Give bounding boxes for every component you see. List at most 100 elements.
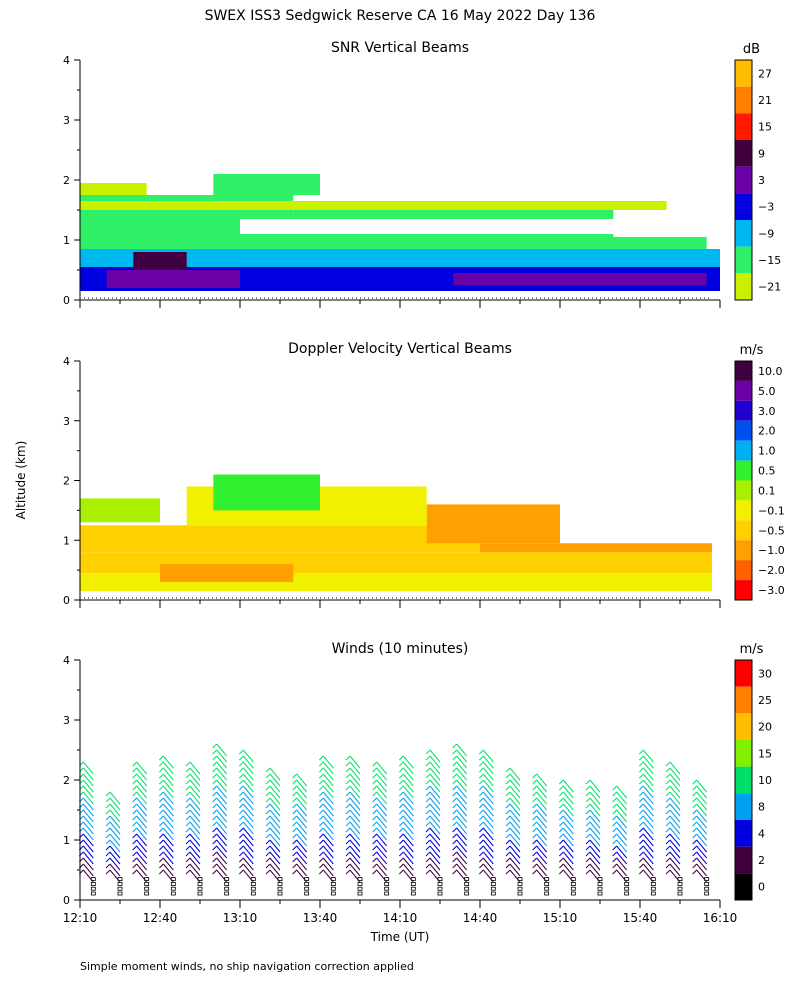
wind-barb	[402, 809, 414, 823]
wind-barb	[136, 869, 148, 883]
wind-barb-flag	[585, 779, 591, 785]
ground-marker	[224, 891, 230, 896]
wind-barb	[242, 821, 254, 835]
colorbar-segment	[735, 713, 752, 740]
wind-barb	[456, 827, 468, 841]
wind-barb-flag	[665, 851, 671, 857]
wind-barb-flag	[212, 857, 218, 863]
colorbar-label: 5.0	[758, 385, 776, 398]
wind-barb	[136, 797, 148, 811]
wind-barb-flag	[265, 833, 271, 839]
wind-barb-flag	[612, 821, 618, 827]
wind-barb-flag	[478, 863, 484, 869]
wind-barb	[482, 839, 494, 853]
wind-barb-flag	[692, 851, 698, 857]
wind-barb	[189, 815, 201, 829]
wind-barb	[509, 845, 521, 859]
wind-barb-flag	[425, 779, 431, 785]
wind-barb-flag	[292, 833, 298, 839]
wind-barb	[189, 809, 201, 823]
wind-barb	[82, 869, 94, 883]
wind-barb-flag	[558, 851, 564, 857]
wind-barb-flag	[105, 833, 111, 839]
wind-barb	[82, 863, 94, 877]
colorbar-segment	[735, 400, 752, 421]
wind-barb	[109, 821, 121, 835]
wind-barb	[482, 869, 494, 883]
colorbar-label: −9	[758, 227, 774, 240]
wind-barb	[402, 803, 414, 817]
wind-barb	[136, 779, 148, 793]
wind-barb-flag	[132, 869, 138, 875]
wind-barb	[242, 845, 254, 859]
wind-barb	[82, 761, 94, 775]
wind-barb	[269, 791, 281, 805]
wind-barb	[216, 851, 228, 865]
colorbar-segment	[735, 166, 752, 194]
wind-barb-flag	[398, 845, 404, 851]
ground-marker	[250, 891, 256, 896]
wind-barb-flag	[505, 869, 511, 875]
wind-barb-flag	[345, 833, 351, 839]
wind-barb-flag	[132, 815, 138, 821]
wind-barb	[376, 761, 388, 775]
wind-barb-flag	[532, 779, 538, 785]
wind-barb	[296, 827, 308, 841]
wind-barb-flag	[185, 857, 191, 863]
wind-barb-flag	[505, 809, 511, 815]
wind-barb	[269, 815, 281, 829]
wind-barb-flag	[692, 827, 698, 833]
wind-barb	[322, 773, 334, 787]
wind-barb-flag	[158, 785, 164, 791]
wind-barb	[696, 851, 708, 865]
wind-barb	[136, 761, 148, 775]
wind-barb-flag	[185, 851, 191, 857]
wind-barb	[429, 779, 441, 793]
wind-barb-flag	[452, 761, 458, 767]
wind-barb-flag	[212, 821, 218, 827]
wind-barb	[189, 761, 201, 775]
wind-barb-flag	[425, 755, 431, 761]
wind-barb-flag	[478, 845, 484, 851]
wind-barb-flag	[558, 797, 564, 803]
wind-barb	[296, 833, 308, 847]
ground-marker	[464, 882, 470, 886]
wind-barb	[322, 833, 334, 847]
wind-barb	[82, 857, 94, 871]
wind-barb	[642, 863, 654, 877]
wind-barb-flag	[478, 761, 484, 767]
wind-barb-flag	[185, 821, 191, 827]
ground-marker	[490, 886, 496, 891]
wind-barb	[189, 773, 201, 787]
wind-barb	[456, 821, 468, 835]
wind-barb	[482, 821, 494, 835]
wind-barb	[669, 839, 681, 853]
y-tick-label: 4	[63, 654, 70, 667]
wind-barb-flag	[558, 803, 564, 809]
wind-barb-flag	[292, 779, 298, 785]
ground-marker	[544, 886, 550, 891]
wind-barb	[482, 803, 494, 817]
wind-barb	[669, 857, 681, 871]
wind-barb	[349, 803, 361, 817]
wind-barb	[269, 851, 281, 865]
wind-barb	[402, 869, 414, 883]
wind-barb	[162, 809, 174, 823]
wind-barb	[669, 803, 681, 817]
wind-barb-flag	[105, 857, 111, 863]
wind-barb-flag	[318, 761, 324, 767]
wind-barb-flag	[532, 815, 538, 821]
wind-barb	[402, 755, 414, 769]
wind-barb-flag	[318, 833, 324, 839]
wind-barb-flag	[212, 755, 218, 761]
wind-barb	[642, 821, 654, 835]
wind-barb-flag	[238, 761, 244, 767]
wind-barb	[82, 839, 94, 853]
wind-barb-flag	[558, 833, 564, 839]
ground-marker	[650, 882, 656, 886]
wind-barb-flag	[292, 773, 298, 779]
wind-barb-flag	[238, 815, 244, 821]
ground-marker	[304, 886, 310, 891]
wind-barb-flag	[238, 749, 244, 755]
ground-marker	[704, 886, 710, 891]
